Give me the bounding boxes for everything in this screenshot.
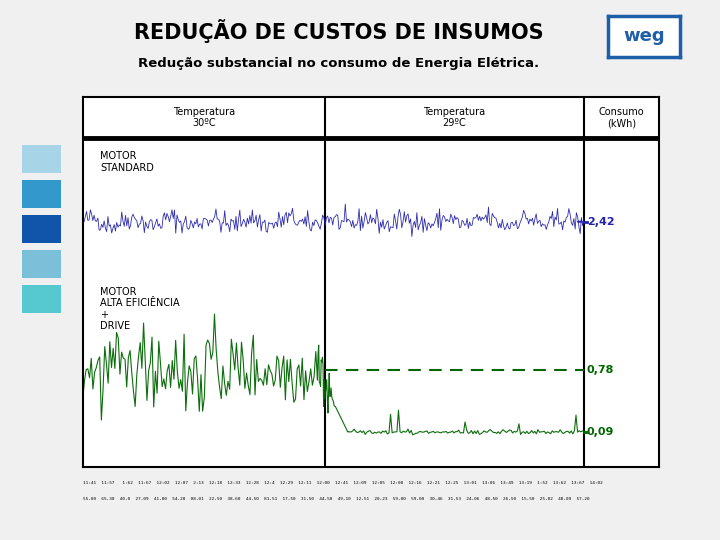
Text: Redução substancial no consumo de Energia Elétrica.: Redução substancial no consumo de Energi…: [138, 57, 539, 70]
Text: Temperatura
30ºC: Temperatura 30ºC: [173, 107, 235, 129]
Text: 0,78: 0,78: [587, 364, 614, 375]
Text: REDUÇÃO DE CUSTOS DE INSUMOS: REDUÇÃO DE CUSTOS DE INSUMOS: [134, 19, 543, 43]
Text: 55,00  65,30  40,0  27,09  41,00  54,20  08,01  22,50  38,60  44,50  81,51  17,5: 55,00 65,30 40,0 27,09 41,00 54,20 08,01…: [83, 497, 590, 501]
Text: 2,42: 2,42: [587, 217, 614, 227]
Text: MOTOR
STANDARD: MOTOR STANDARD: [100, 151, 154, 173]
Text: 11:41  11:57   1:62  11:67  12:02  12:07  2:13  12:18  12:33  12:28  12:4  12:29: 11:41 11:57 1:62 11:67 12:02 12:07 2:13 …: [83, 481, 603, 484]
Text: MOTOR
ALTA EFICIÊNCIA
+
DRIVE: MOTOR ALTA EFICIÊNCIA + DRIVE: [100, 287, 180, 332]
Text: Temperatura
29ºC: Temperatura 29ºC: [423, 107, 485, 129]
Text: weg: weg: [624, 28, 665, 45]
Text: Consumo
(kWh): Consumo (kWh): [598, 107, 644, 129]
Text: 0,09: 0,09: [587, 427, 614, 437]
